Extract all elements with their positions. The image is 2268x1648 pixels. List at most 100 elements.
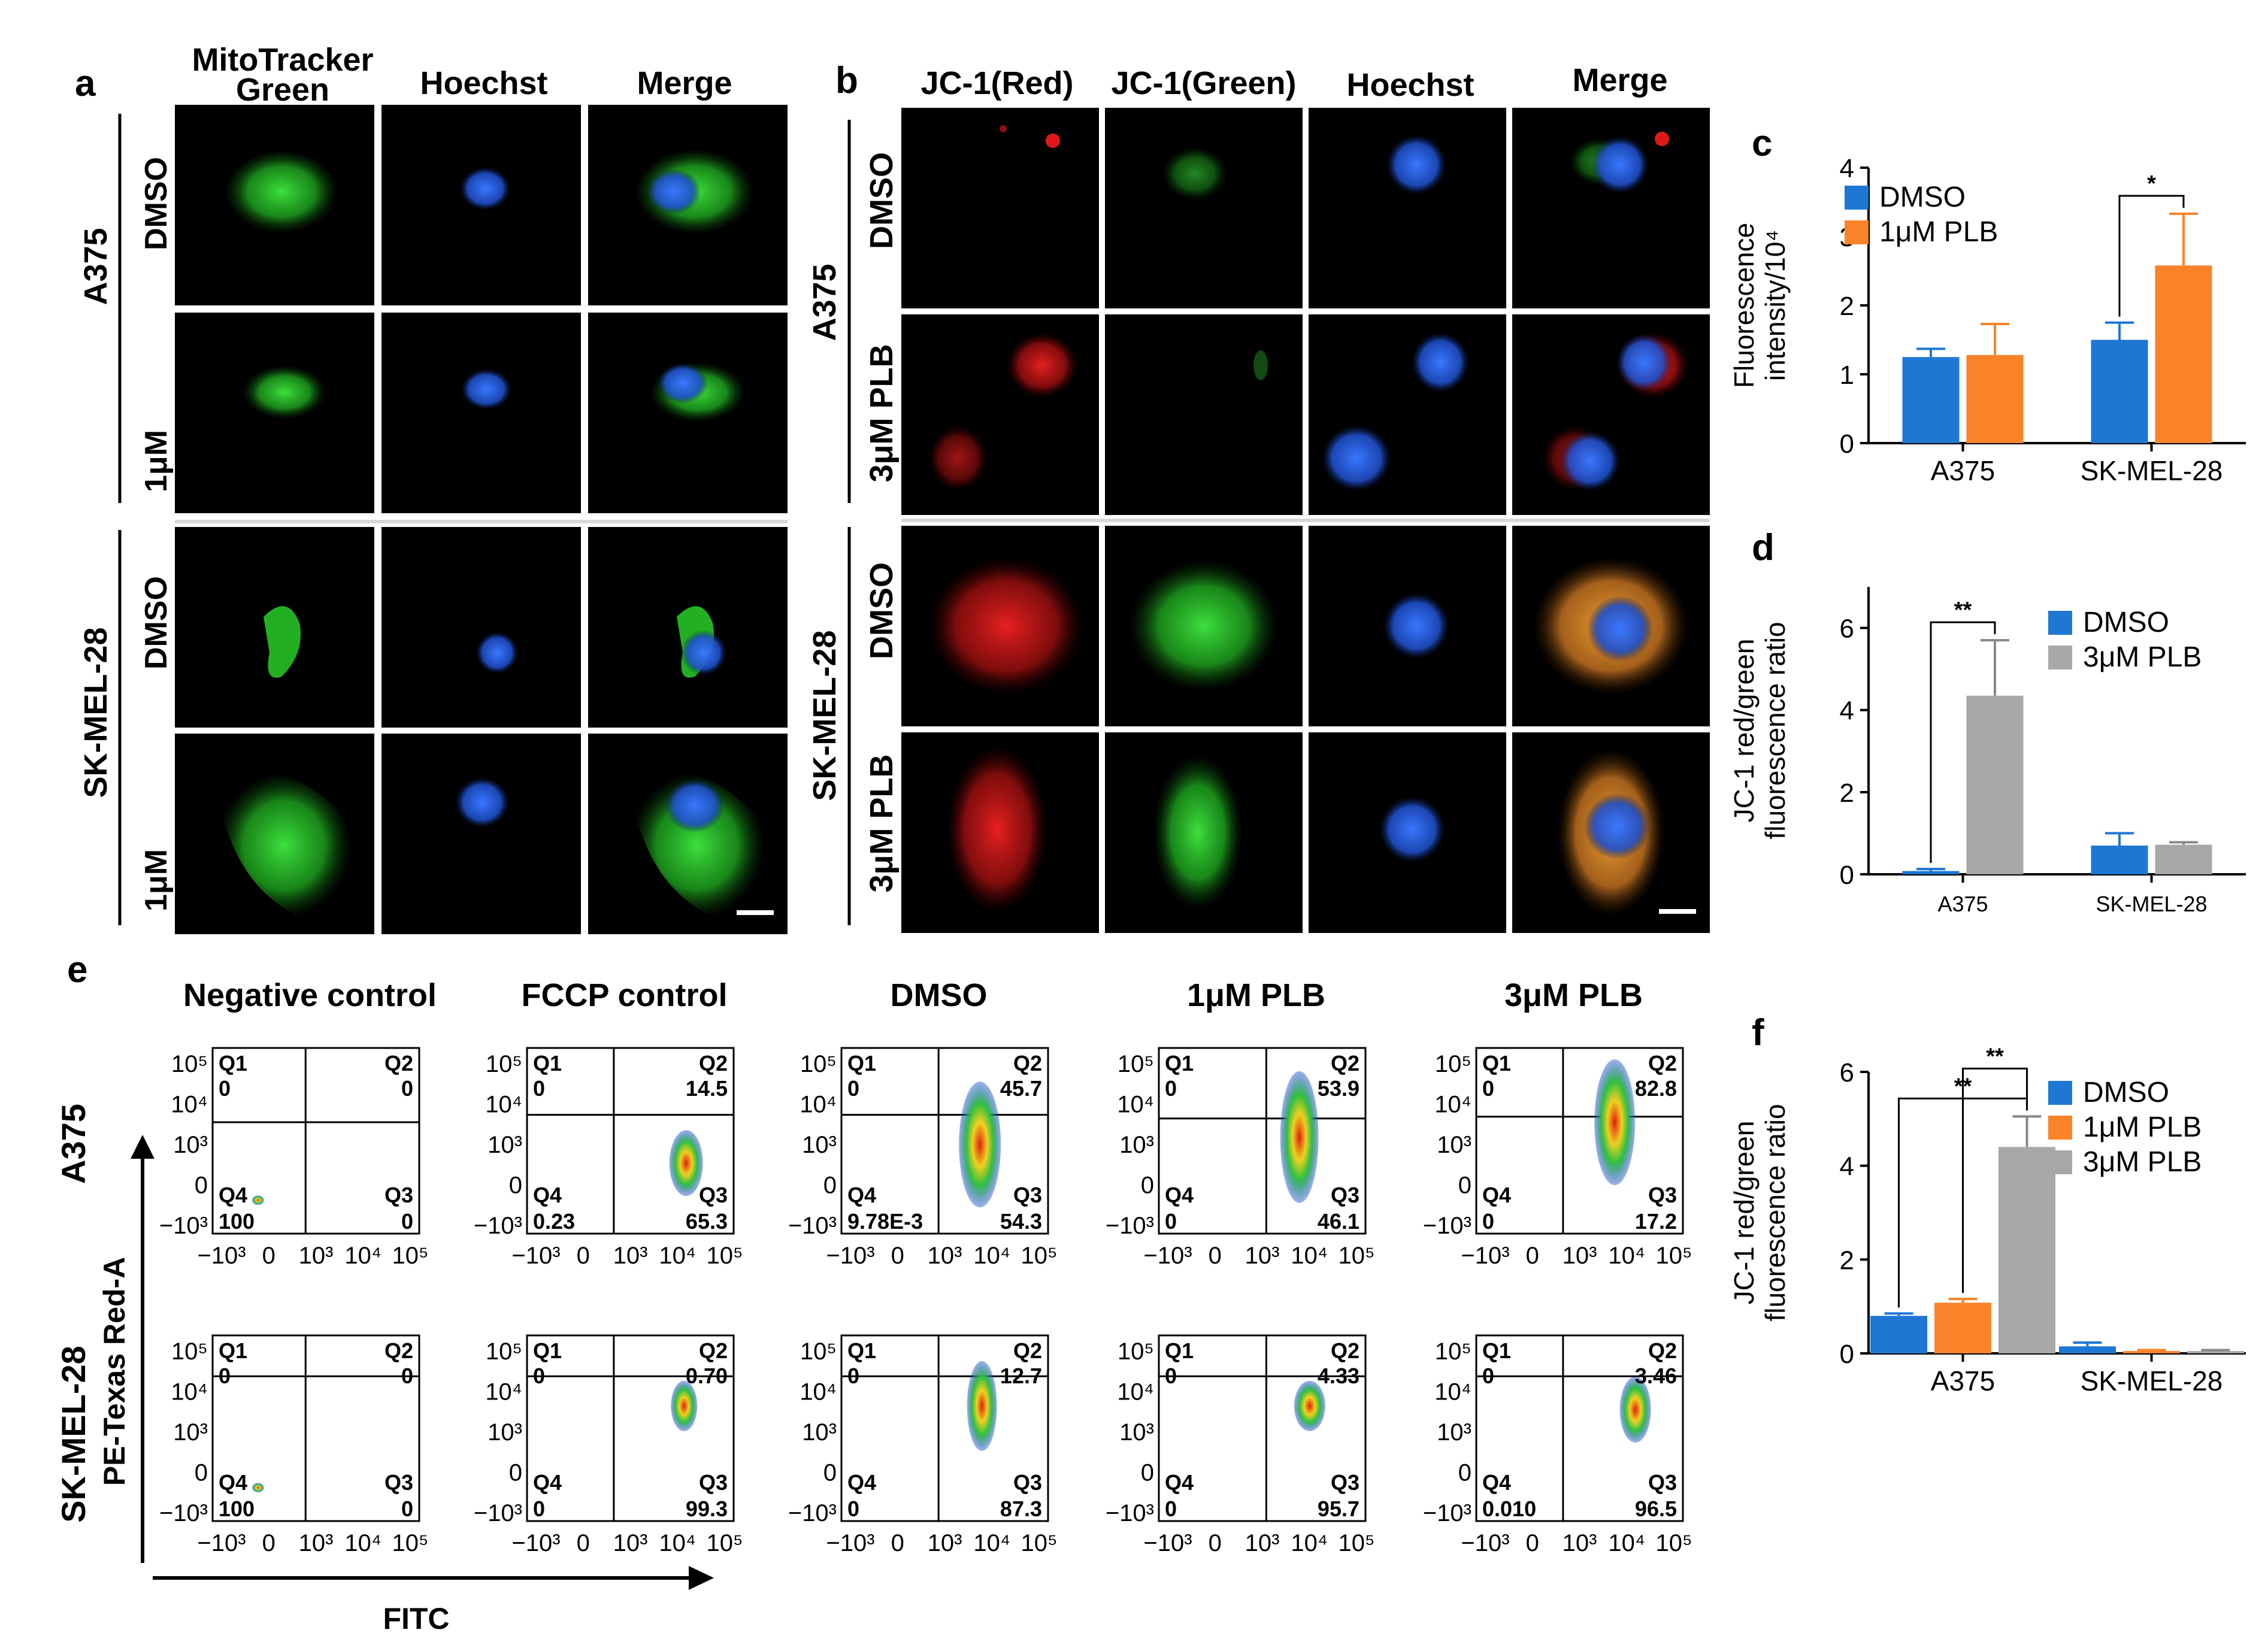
nucleus-signal <box>1386 135 1446 195</box>
x-tick-label: 10⁴ <box>973 1243 1010 1269</box>
plot-frame <box>1158 1334 1367 1522</box>
quadrant-q1: Q1 <box>1482 1051 1511 1076</box>
quadrant-q4-value: 0 <box>847 1496 859 1521</box>
micrograph-sk-dmso-hoechst <box>381 527 581 728</box>
x-tick-label: 10³ <box>613 1530 648 1556</box>
bar-chart-d: 0 2 4 6 JC-1 red/green fluorescence ratio A375… <box>1728 587 2246 916</box>
column-label-jc1-red: JC-1(Red) <box>920 65 1073 101</box>
plot-frame <box>1475 1047 1684 1235</box>
x-tick-label: −10³ <box>197 1530 246 1556</box>
y-axis-label: intensity/10⁴ <box>1760 230 1791 381</box>
panel-letter-e: e <box>67 949 87 990</box>
flow-plot: Q10Q245.7Q354.3Q49.78E-310⁵10⁴10³0−10³−1… <box>788 1047 1058 1269</box>
quadrant-q4-value: 0 <box>533 1496 545 1521</box>
quadrant-q4-value: 0 <box>1482 1209 1494 1234</box>
bar <box>1966 355 2024 443</box>
y-tick-label: 4 <box>1840 1152 1854 1182</box>
quadrant-q3: Q3 <box>1648 1470 1677 1495</box>
x-axis-label-e: FITC <box>383 1602 449 1635</box>
treatment-label-1um-2: 1μM <box>139 849 174 911</box>
treatment-label-dmso-2: DMSO <box>139 576 174 670</box>
micrograph-b-a375-dmso-green <box>1105 108 1303 308</box>
quadrant-q3-value: 95.7 <box>1318 1496 1359 1521</box>
quadrant-q3-value: 87.3 <box>1000 1496 1042 1521</box>
y-tick-label: 10³ <box>1119 1132 1154 1158</box>
red-signal <box>1046 134 1060 148</box>
legend-label: 1μM PLB <box>1879 216 1998 248</box>
scale-bar-b <box>1659 909 1696 914</box>
nucleus-signal <box>658 363 708 404</box>
y-tick-label: 0 <box>1141 1460 1154 1486</box>
quadrant-q4: Q4 <box>1482 1470 1511 1495</box>
y-tick-label: 6 <box>1840 1058 1854 1087</box>
y-tick-label: 10⁵ <box>486 1051 522 1077</box>
x-tick-label: 10⁴ <box>659 1243 696 1269</box>
y-tick-label: 10³ <box>1437 1419 1471 1446</box>
x-tick-label: 10⁴ <box>344 1243 381 1269</box>
treatment-label-dmso-1: DMSO <box>139 157 174 250</box>
red-signal <box>946 746 1048 913</box>
nucleus-signal <box>1584 793 1650 859</box>
nucleus-signal <box>681 630 726 675</box>
quadrant-q1: Q1 <box>219 1051 247 1076</box>
bar <box>2187 1351 2244 1353</box>
bar <box>1998 1147 2055 1353</box>
nucleus-signal <box>1379 796 1445 862</box>
condition-header: Negative control <box>183 977 437 1013</box>
cell-population <box>1594 1059 1636 1185</box>
x-tick-label: SK-MEL-28 <box>2081 1365 2223 1396</box>
legend-swatch <box>2048 611 2072 635</box>
nucleus-signal <box>461 369 511 410</box>
bar-chart-f: 0 2 4 6 JC-1 red/green fluorescence ratio A375… <box>1728 1044 2246 1396</box>
row-label-a375-e: A375 <box>54 1104 92 1184</box>
y-tick-label: 10⁵ <box>486 1338 522 1365</box>
legend-swatch <box>2048 1150 2072 1174</box>
panel-letter-d: d <box>1752 527 1775 568</box>
plot-frame <box>1158 1047 1367 1235</box>
panel-letter-b: b <box>835 60 858 101</box>
quadrant-q4-value: 9.78E-3 <box>847 1209 923 1234</box>
y-tick-label: 10³ <box>802 1419 837 1446</box>
panel-c: c 01234Fluorescenceintensity/10⁴A375SK-M… <box>1728 123 2246 486</box>
bar <box>2155 265 2212 443</box>
x-tick-label: −10³ <box>826 1243 874 1269</box>
x-tick-label: 10⁵ <box>706 1243 743 1269</box>
nucleus-signal <box>665 778 725 832</box>
quadrant-q1: Q1 <box>1482 1338 1511 1363</box>
bar <box>2155 844 2212 874</box>
nucleus-signal <box>1560 431 1620 491</box>
quadrant-q1: Q1 <box>847 1051 876 1076</box>
legend-label: 3μM PLB <box>2083 641 2202 673</box>
y-tick-label: 10³ <box>1119 1419 1154 1446</box>
x-tick-label: −10³ <box>826 1530 874 1556</box>
quadrant-q3-value: 46.1 <box>1318 1209 1359 1234</box>
quadrant-q2-value: 45.7 <box>1000 1076 1042 1101</box>
mito-signal <box>216 771 352 919</box>
column-label-green: Green <box>236 72 329 108</box>
x-tick-label: −10³ <box>511 1530 560 1556</box>
plot-frame <box>1475 1334 1684 1522</box>
y-tick-label: 10⁴ <box>1434 1092 1471 1118</box>
nucleus-signal <box>1591 136 1649 193</box>
y-tick-label: 0 <box>823 1460 837 1486</box>
x-tick-label: 10⁵ <box>392 1243 428 1269</box>
cell-population <box>252 1195 264 1205</box>
quadrant-q2-value: 3.46 <box>1635 1364 1677 1388</box>
x-tick-label: 10³ <box>1563 1530 1597 1556</box>
legend-label: DMSO <box>2083 607 2169 638</box>
x-tick-label: 10⁵ <box>706 1530 743 1556</box>
legend-swatch <box>1845 186 1869 210</box>
y-axis-label: fluorescence ratio <box>1760 1104 1791 1321</box>
bar <box>1902 357 1960 443</box>
bar <box>2091 846 2148 874</box>
quadrant-q4-value: 0 <box>1165 1496 1177 1521</box>
quadrant-q1-value: 0 <box>1165 1076 1177 1101</box>
x-tick-label: 10⁵ <box>1338 1243 1374 1269</box>
y-tick-label: 0 <box>823 1173 837 1199</box>
x-tick-label: 0 <box>891 1530 904 1556</box>
y-tick-label: −10³ <box>1106 1500 1154 1526</box>
x-tick-label: −10³ <box>197 1243 246 1269</box>
quadrant-q3: Q3 <box>1013 1470 1042 1495</box>
